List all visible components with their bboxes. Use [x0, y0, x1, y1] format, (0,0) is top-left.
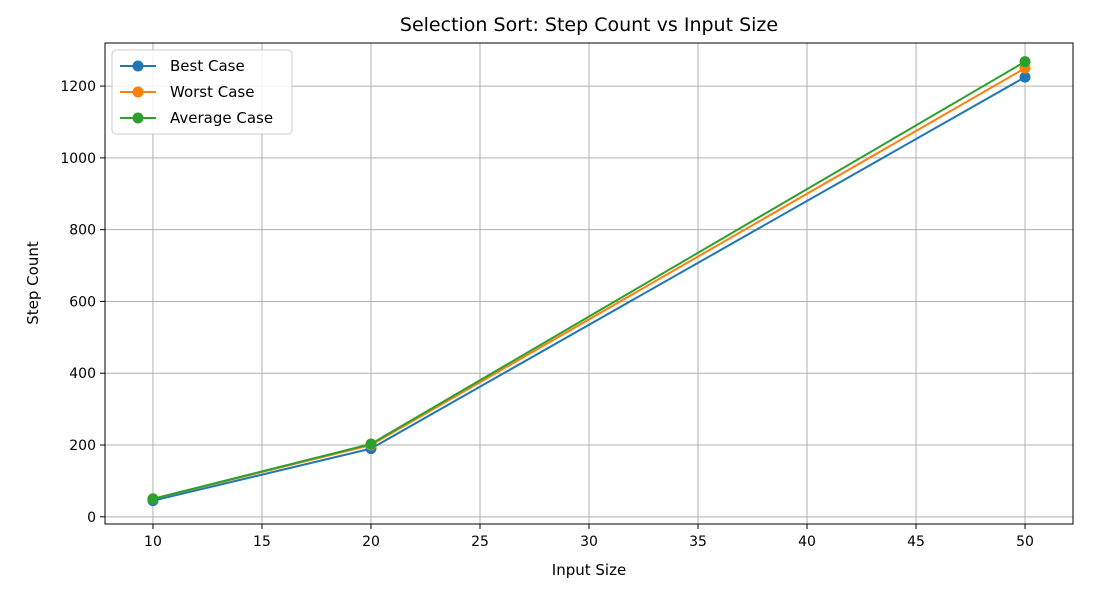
- legend-marker-average-case: [132, 112, 144, 124]
- y-tick-label: 1000: [60, 151, 96, 167]
- legend-label-best-case: Best Case: [170, 57, 245, 75]
- legend-marker-worst-case: [132, 86, 144, 98]
- x-tick-label: 35: [689, 534, 707, 550]
- legend-marker-best-case: [132, 60, 144, 72]
- x-tick-label: 20: [362, 534, 380, 550]
- data-point-best-case: [1019, 71, 1031, 83]
- y-tick-label: 400: [69, 366, 96, 382]
- data-point-average-case: [1019, 56, 1031, 68]
- x-tick-label: 30: [580, 534, 598, 550]
- y-tick-label: 1200: [60, 79, 96, 95]
- x-tick-label: 45: [907, 534, 925, 550]
- legend: Best Case Worst Case Average Case: [111, 49, 293, 135]
- x-tick-label: 40: [798, 534, 816, 550]
- data-point-average-case: [365, 438, 377, 450]
- legend-label-average-case: Average Case: [170, 109, 273, 127]
- legend-box: [111, 49, 293, 135]
- series-layer: [147, 56, 1031, 507]
- y-tick-label: 200: [69, 438, 96, 454]
- y-tick-label: 800: [69, 223, 96, 239]
- y-axis-label: Step Count: [24, 241, 42, 325]
- x-tick-label: 50: [1016, 534, 1034, 550]
- y-tick-label: 0: [87, 510, 96, 526]
- data-point-average-case: [147, 493, 159, 505]
- x-axis-label: Input Size: [552, 561, 626, 579]
- grid: [105, 43, 1073, 524]
- legend-label-worst-case: Worst Case: [170, 83, 254, 101]
- ticks: 10 15 20 25 30 35 40 45 50 0 200 400 600 800 1000 1200: [60, 79, 1034, 550]
- y-tick-label: 600: [69, 294, 96, 310]
- x-tick-label: 25: [471, 534, 489, 550]
- chart-title: Selection Sort: Step Count vs Input Size: [400, 14, 778, 36]
- x-tick-label: 15: [253, 534, 271, 550]
- x-tick-label: 10: [144, 534, 162, 550]
